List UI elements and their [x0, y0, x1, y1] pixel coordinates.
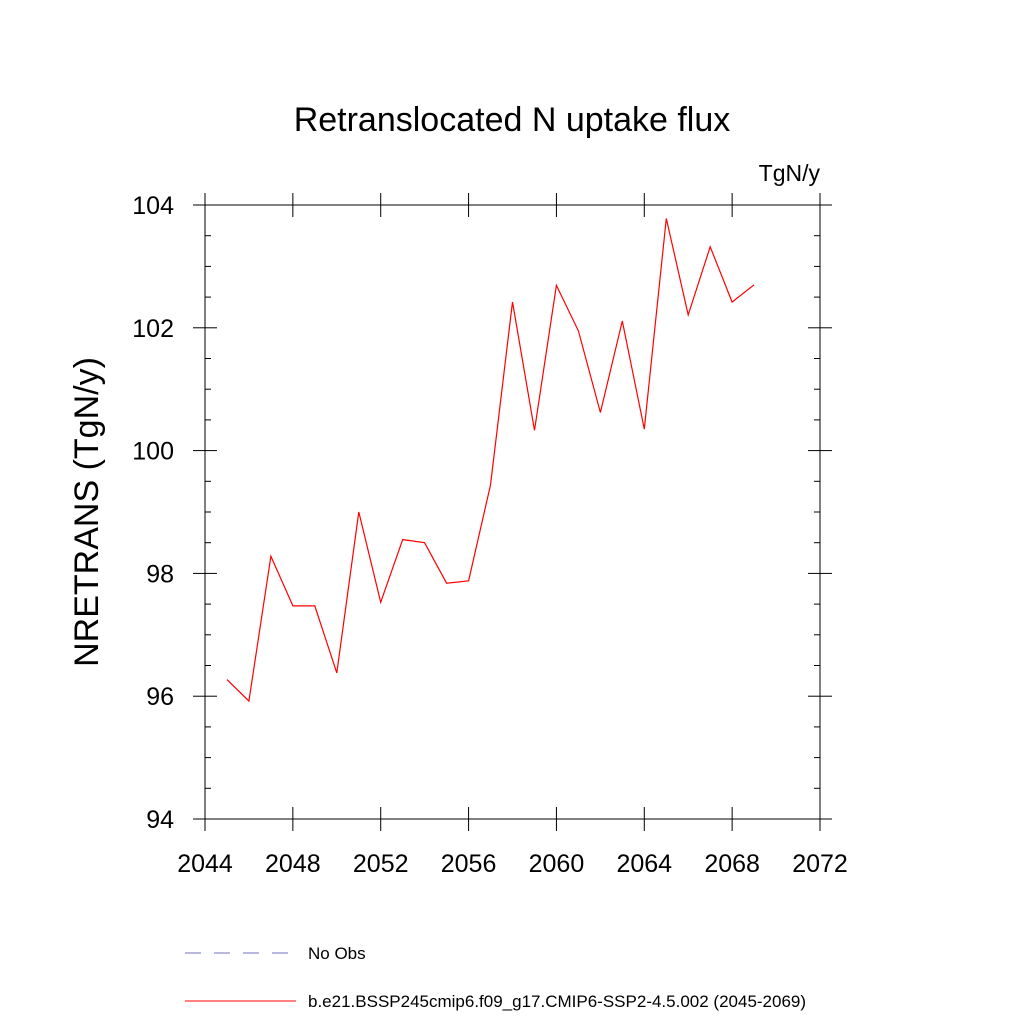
y-tick-label: 100 — [132, 438, 174, 466]
series-line-0 — [226, 218, 755, 703]
x-tick-label: 2072 — [792, 850, 848, 878]
x-tick-label: 2052 — [353, 850, 409, 878]
y-tick-label: 98 — [146, 560, 174, 588]
y-axis-label: NRETRANS (TgN/y) — [68, 357, 106, 667]
y-tick-label: 94 — [146, 806, 174, 834]
y-tick-label: 102 — [132, 315, 174, 343]
legend: No Obs b.e21.BSSP245cmip6.f09_g17.CMIP6-S… — [185, 944, 806, 1011]
x-tick-label: 2060 — [529, 850, 585, 878]
units-label: TgN/y — [759, 160, 821, 186]
plot-frame — [204, 204, 821, 820]
y-tick-label: 104 — [132, 192, 174, 220]
x-tick-label: 2064 — [616, 850, 672, 878]
legend-label-1: No Obs — [308, 944, 366, 963]
x-tick-label: 2068 — [704, 850, 760, 878]
x-tick-label: 2048 — [265, 850, 321, 878]
legend-label-0: b.e21.BSSP245cmip6.f09_g17.CMIP6-SSP2-4.… — [308, 992, 806, 1011]
y-tick-label: 96 — [146, 683, 174, 711]
series-lines — [226, 218, 755, 703]
tick-labels: 2044 2048 2052 2056 2060 2064 2068 2072 94 96 98 10… — [132, 192, 848, 878]
axis-ticks — [193, 193, 832, 831]
x-tick-label: 2044 — [177, 850, 233, 878]
x-tick-label: 2056 — [441, 850, 497, 878]
chart-title: Retranslocated N uptake flux — [294, 101, 731, 139]
